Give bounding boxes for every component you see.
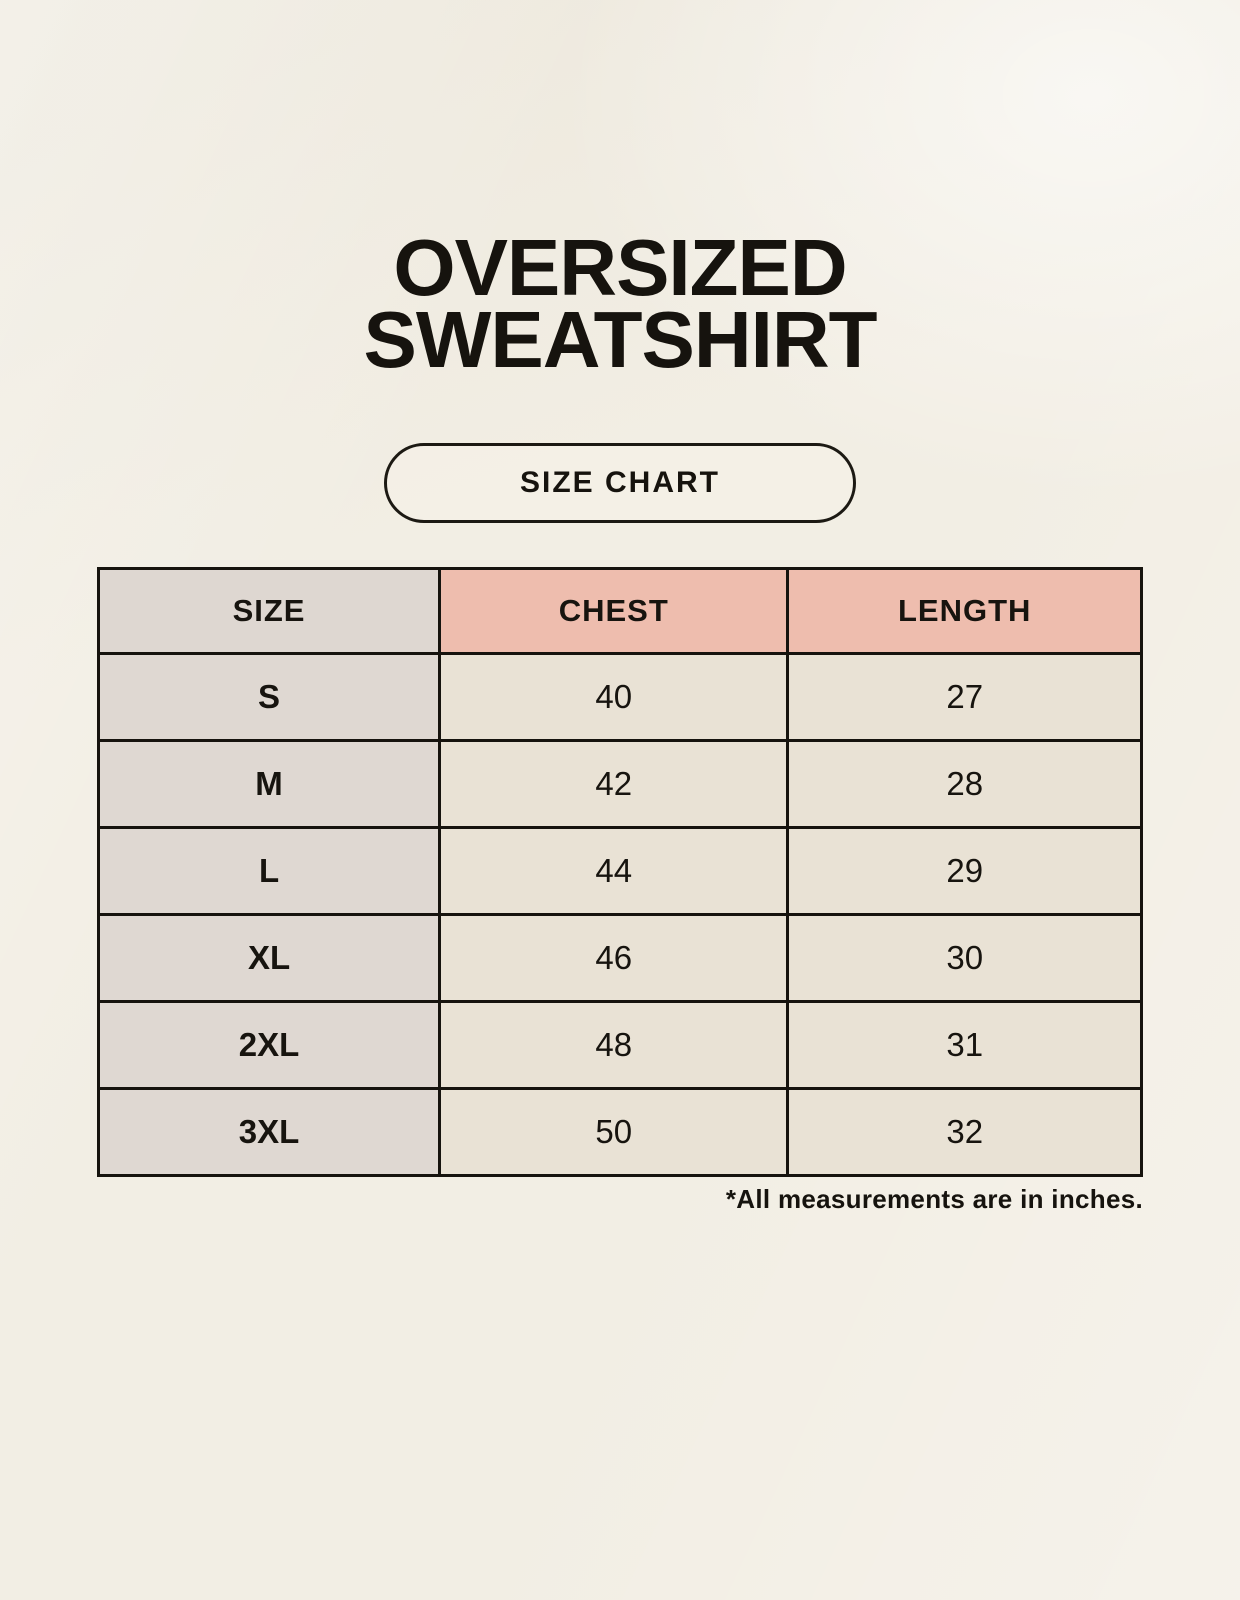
chest-cell: 42	[438, 739, 790, 829]
measurements-footnote: *All measurements are in inches.	[725, 1184, 1143, 1214]
size-chart-badge: SIZE CHART	[384, 443, 856, 523]
size-cell: S	[96, 652, 442, 742]
header-cell-length: LENGTH	[786, 567, 1143, 655]
table-row: S 40 27	[96, 652, 1143, 742]
size-cell: XL	[96, 913, 442, 1003]
page-title-line-2: SWEATSHIRT	[363, 295, 878, 384]
table-row: 2XL 48 31	[96, 1000, 1143, 1090]
chest-cell: 40	[438, 652, 790, 742]
size-cell: 2XL	[96, 1000, 442, 1090]
length-cell: 31	[786, 1000, 1143, 1090]
length-cell: 32	[786, 1087, 1143, 1177]
chest-cell: 48	[438, 1000, 790, 1090]
length-cell: 27	[786, 652, 1143, 742]
header-cell-size: SIZE	[96, 567, 442, 655]
header-cell-chest: CHEST	[438, 567, 790, 655]
length-cell: 28	[786, 739, 1143, 829]
page-title: OVERSIZED SWEATSHIRT	[0, 228, 1240, 380]
length-cell: 30	[786, 913, 1143, 1003]
chest-cell: 44	[438, 826, 790, 916]
page-title-line-1: OVERSIZED	[393, 223, 847, 312]
table-row: L 44 29	[96, 826, 1143, 916]
size-chart-badge-label: SIZE CHART	[520, 466, 720, 499]
table-header-row: SIZE CHEST LENGTH	[96, 567, 1143, 655]
size-cell: L	[96, 826, 442, 916]
table-row: XL 46 30	[96, 913, 1143, 1003]
length-cell: 29	[786, 826, 1143, 916]
size-cell: M	[96, 739, 442, 829]
chest-cell: 46	[438, 913, 790, 1003]
table-row: M 42 28	[96, 739, 1143, 829]
table-row: 3XL 50 32	[96, 1087, 1143, 1177]
size-cell: 3XL	[96, 1087, 442, 1177]
size-chart-table: SIZE CHEST LENGTH S 40 27 M 42 28 L 44 2…	[96, 567, 1143, 1177]
chest-cell: 50	[438, 1087, 790, 1177]
